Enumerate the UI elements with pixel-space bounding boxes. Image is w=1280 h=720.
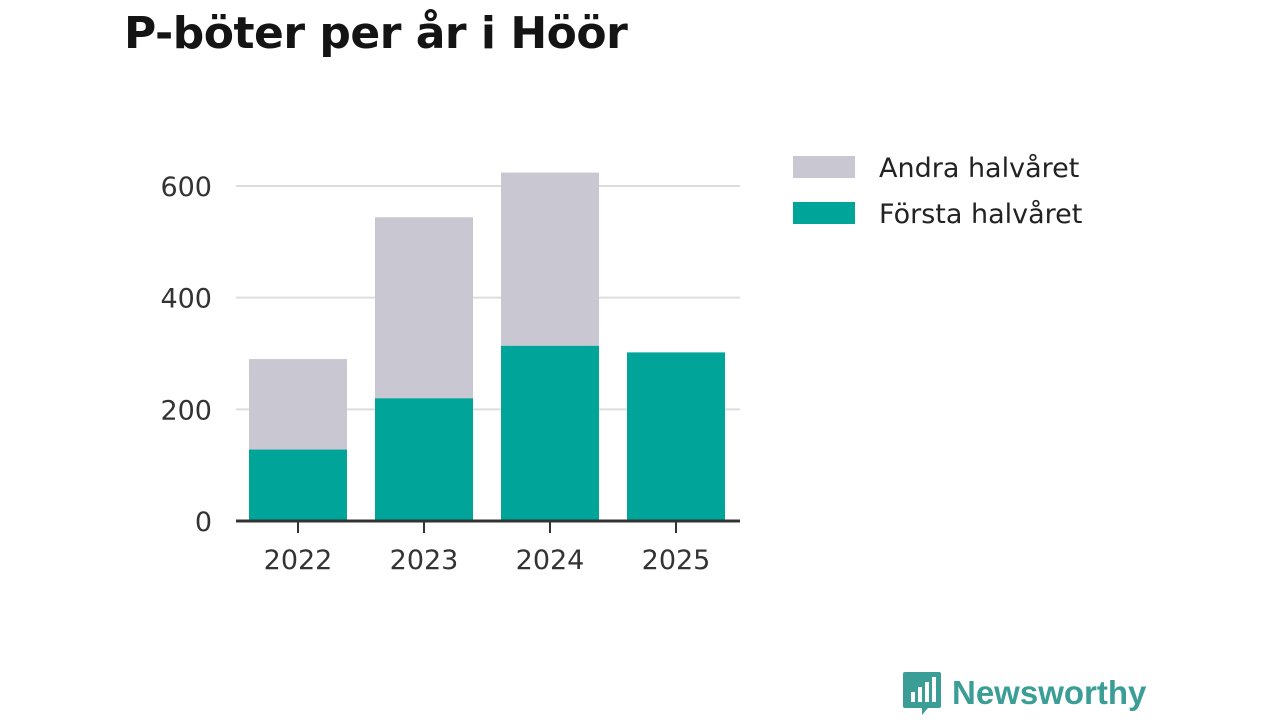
legend-label-andra: Andra halvåret	[879, 153, 1079, 184]
brand-logo: Newsworthy	[902, 670, 1146, 716]
y-tick-label-600: 600	[160, 172, 212, 203]
legend-label-forsta: Första halvåret	[879, 199, 1082, 230]
x-tick-label-2024: 2024	[516, 545, 585, 576]
chart-title: P-böter per år i Höör	[124, 8, 628, 59]
bar-2022-forsta	[249, 449, 347, 521]
bar-2023-andra	[375, 217, 473, 399]
newsworthy-logo-icon	[903, 672, 941, 715]
y-tick-label-0: 0	[195, 507, 212, 538]
x-tick-label-2022: 2022	[264, 545, 333, 576]
x-tick-label-2025: 2025	[642, 545, 711, 576]
bar-2022-andra	[249, 359, 347, 450]
legend-swatch-forsta	[793, 202, 855, 224]
bar-2023-forsta	[375, 398, 473, 521]
legend-swatch-andra	[793, 156, 855, 178]
y-tick-label-400: 400	[160, 284, 212, 315]
bar-2025-forsta	[627, 352, 725, 521]
brand-name: Newsworthy	[952, 674, 1147, 711]
bar-2024-forsta	[501, 345, 599, 521]
bar-2024-andra	[501, 172, 599, 346]
y-tick-label-200: 200	[160, 395, 212, 426]
x-tick-label-2023: 2023	[390, 545, 459, 576]
